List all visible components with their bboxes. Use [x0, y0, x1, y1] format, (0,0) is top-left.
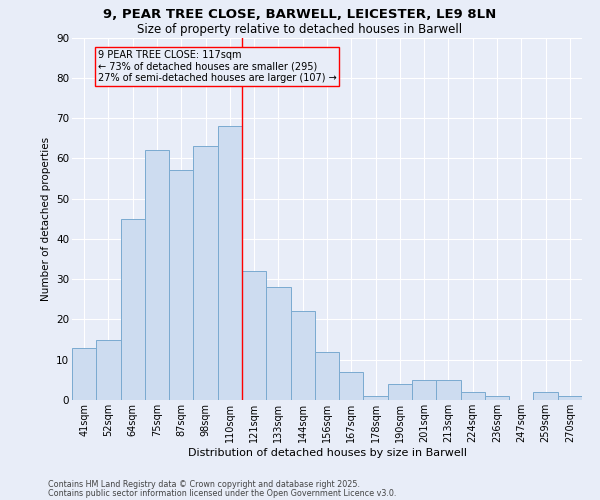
Text: 9 PEAR TREE CLOSE: 117sqm
← 73% of detached houses are smaller (295)
27% of semi: 9 PEAR TREE CLOSE: 117sqm ← 73% of detac… — [97, 50, 336, 83]
Bar — [145, 150, 169, 400]
Bar — [218, 126, 242, 400]
Bar — [121, 219, 145, 400]
Text: Size of property relative to detached houses in Barwell: Size of property relative to detached ho… — [137, 22, 463, 36]
Bar — [364, 396, 388, 400]
Bar — [315, 352, 339, 400]
Bar — [485, 396, 509, 400]
Bar — [412, 380, 436, 400]
Bar — [96, 340, 121, 400]
Bar — [339, 372, 364, 400]
Bar — [193, 146, 218, 400]
Bar — [436, 380, 461, 400]
Y-axis label: Number of detached properties: Number of detached properties — [41, 136, 50, 301]
Bar — [461, 392, 485, 400]
Bar — [290, 312, 315, 400]
Text: 9, PEAR TREE CLOSE, BARWELL, LEICESTER, LE9 8LN: 9, PEAR TREE CLOSE, BARWELL, LEICESTER, … — [103, 8, 497, 20]
Text: Contains HM Land Registry data © Crown copyright and database right 2025.: Contains HM Land Registry data © Crown c… — [48, 480, 360, 489]
Bar — [388, 384, 412, 400]
Bar — [72, 348, 96, 400]
Text: Contains public sector information licensed under the Open Government Licence v3: Contains public sector information licen… — [48, 489, 397, 498]
Bar — [242, 271, 266, 400]
Bar — [169, 170, 193, 400]
X-axis label: Distribution of detached houses by size in Barwell: Distribution of detached houses by size … — [187, 448, 467, 458]
Bar — [266, 287, 290, 400]
Bar — [533, 392, 558, 400]
Bar — [558, 396, 582, 400]
